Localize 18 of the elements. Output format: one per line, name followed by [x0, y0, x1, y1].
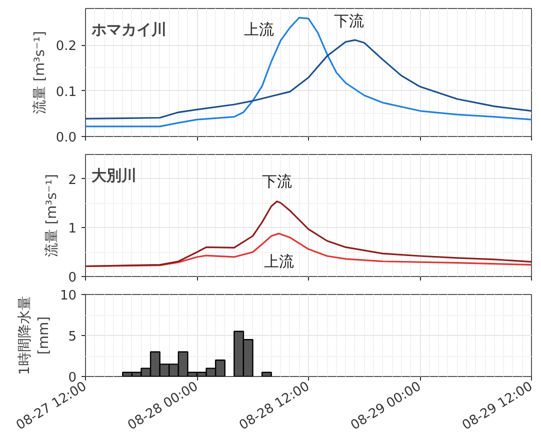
y-tick-label: 2 — [68, 172, 77, 188]
y-tick-label: 0.2 — [56, 39, 77, 54]
y-tick-label: 10 — [60, 288, 77, 304]
y-axis-title: 1時間降水量 [mm] — [16, 296, 52, 375]
y-axis-title: 流量 [m³s⁻¹] — [32, 31, 48, 114]
text: 大別川 — [92, 166, 136, 184]
y-axis-title: 流量 [m³s⁻¹] — [44, 174, 60, 257]
y-tick-label: 1 — [68, 222, 77, 237]
y-tick-label: 5 — [68, 330, 77, 344]
y-tick-label: 0.1 — [56, 84, 77, 100]
text: ホマカイ川 — [90, 20, 166, 38]
series-label: 上流 — [244, 20, 274, 39]
y-tick-label: 0.0 — [56, 130, 77, 146]
series-label: 下流 — [262, 172, 292, 190]
y-tick-label: 0 — [68, 270, 77, 286]
series-label: 下流 — [334, 12, 364, 30]
series-label: 上流 — [264, 252, 294, 271]
y-tick-label: 0 — [68, 370, 77, 386]
